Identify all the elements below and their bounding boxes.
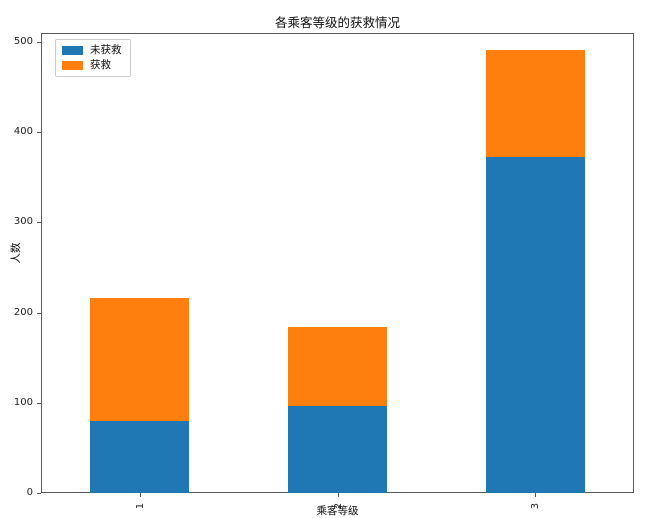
plot-area: 未获救 获救 bbox=[41, 33, 634, 493]
x-tick-mark bbox=[535, 493, 537, 497]
legend-label: 未获救 bbox=[90, 44, 122, 56]
y-tick-label: 500 bbox=[13, 36, 33, 48]
legend-swatch-icon bbox=[62, 46, 83, 55]
y-tick-mark bbox=[37, 132, 41, 134]
bar-segment-未获救-class-3 bbox=[485, 157, 585, 493]
legend-swatch-icon bbox=[62, 61, 83, 70]
x-axis-label: 乘客等级 bbox=[316, 505, 359, 517]
x-tick-mark bbox=[139, 493, 141, 497]
legend: 未获救 获救 bbox=[55, 39, 131, 77]
y-tick-mark bbox=[37, 42, 41, 44]
bar-segment-获救-class-2 bbox=[288, 327, 387, 406]
bar-segment-未获救-class-2 bbox=[288, 405, 387, 493]
legend-label: 获救 bbox=[90, 59, 111, 71]
legend-item-未获救: 未获救 bbox=[62, 45, 122, 56]
y-tick-label: 0 bbox=[26, 487, 33, 498]
chart-title: 各乘客等级的获救情况 bbox=[274, 15, 400, 30]
bar-segment-未获救-class-1 bbox=[90, 420, 190, 493]
bar-segment-获救-class-1 bbox=[90, 298, 190, 421]
y-tick-label: 200 bbox=[13, 306, 33, 318]
bar-segment-获救-class-3 bbox=[485, 50, 585, 158]
y-tick-label: 100 bbox=[13, 396, 33, 408]
y-tick-label: 400 bbox=[13, 126, 33, 138]
x-tick-mark bbox=[337, 493, 339, 497]
y-tick-mark bbox=[37, 312, 41, 314]
y-tick-mark bbox=[37, 493, 41, 494]
legend-item-获救: 获救 bbox=[62, 60, 122, 71]
y-tick-mark bbox=[37, 222, 41, 224]
y-tick-mark bbox=[37, 402, 41, 404]
y-tick-label: 300 bbox=[13, 216, 33, 228]
y-axis-label: 人数 bbox=[10, 242, 22, 264]
